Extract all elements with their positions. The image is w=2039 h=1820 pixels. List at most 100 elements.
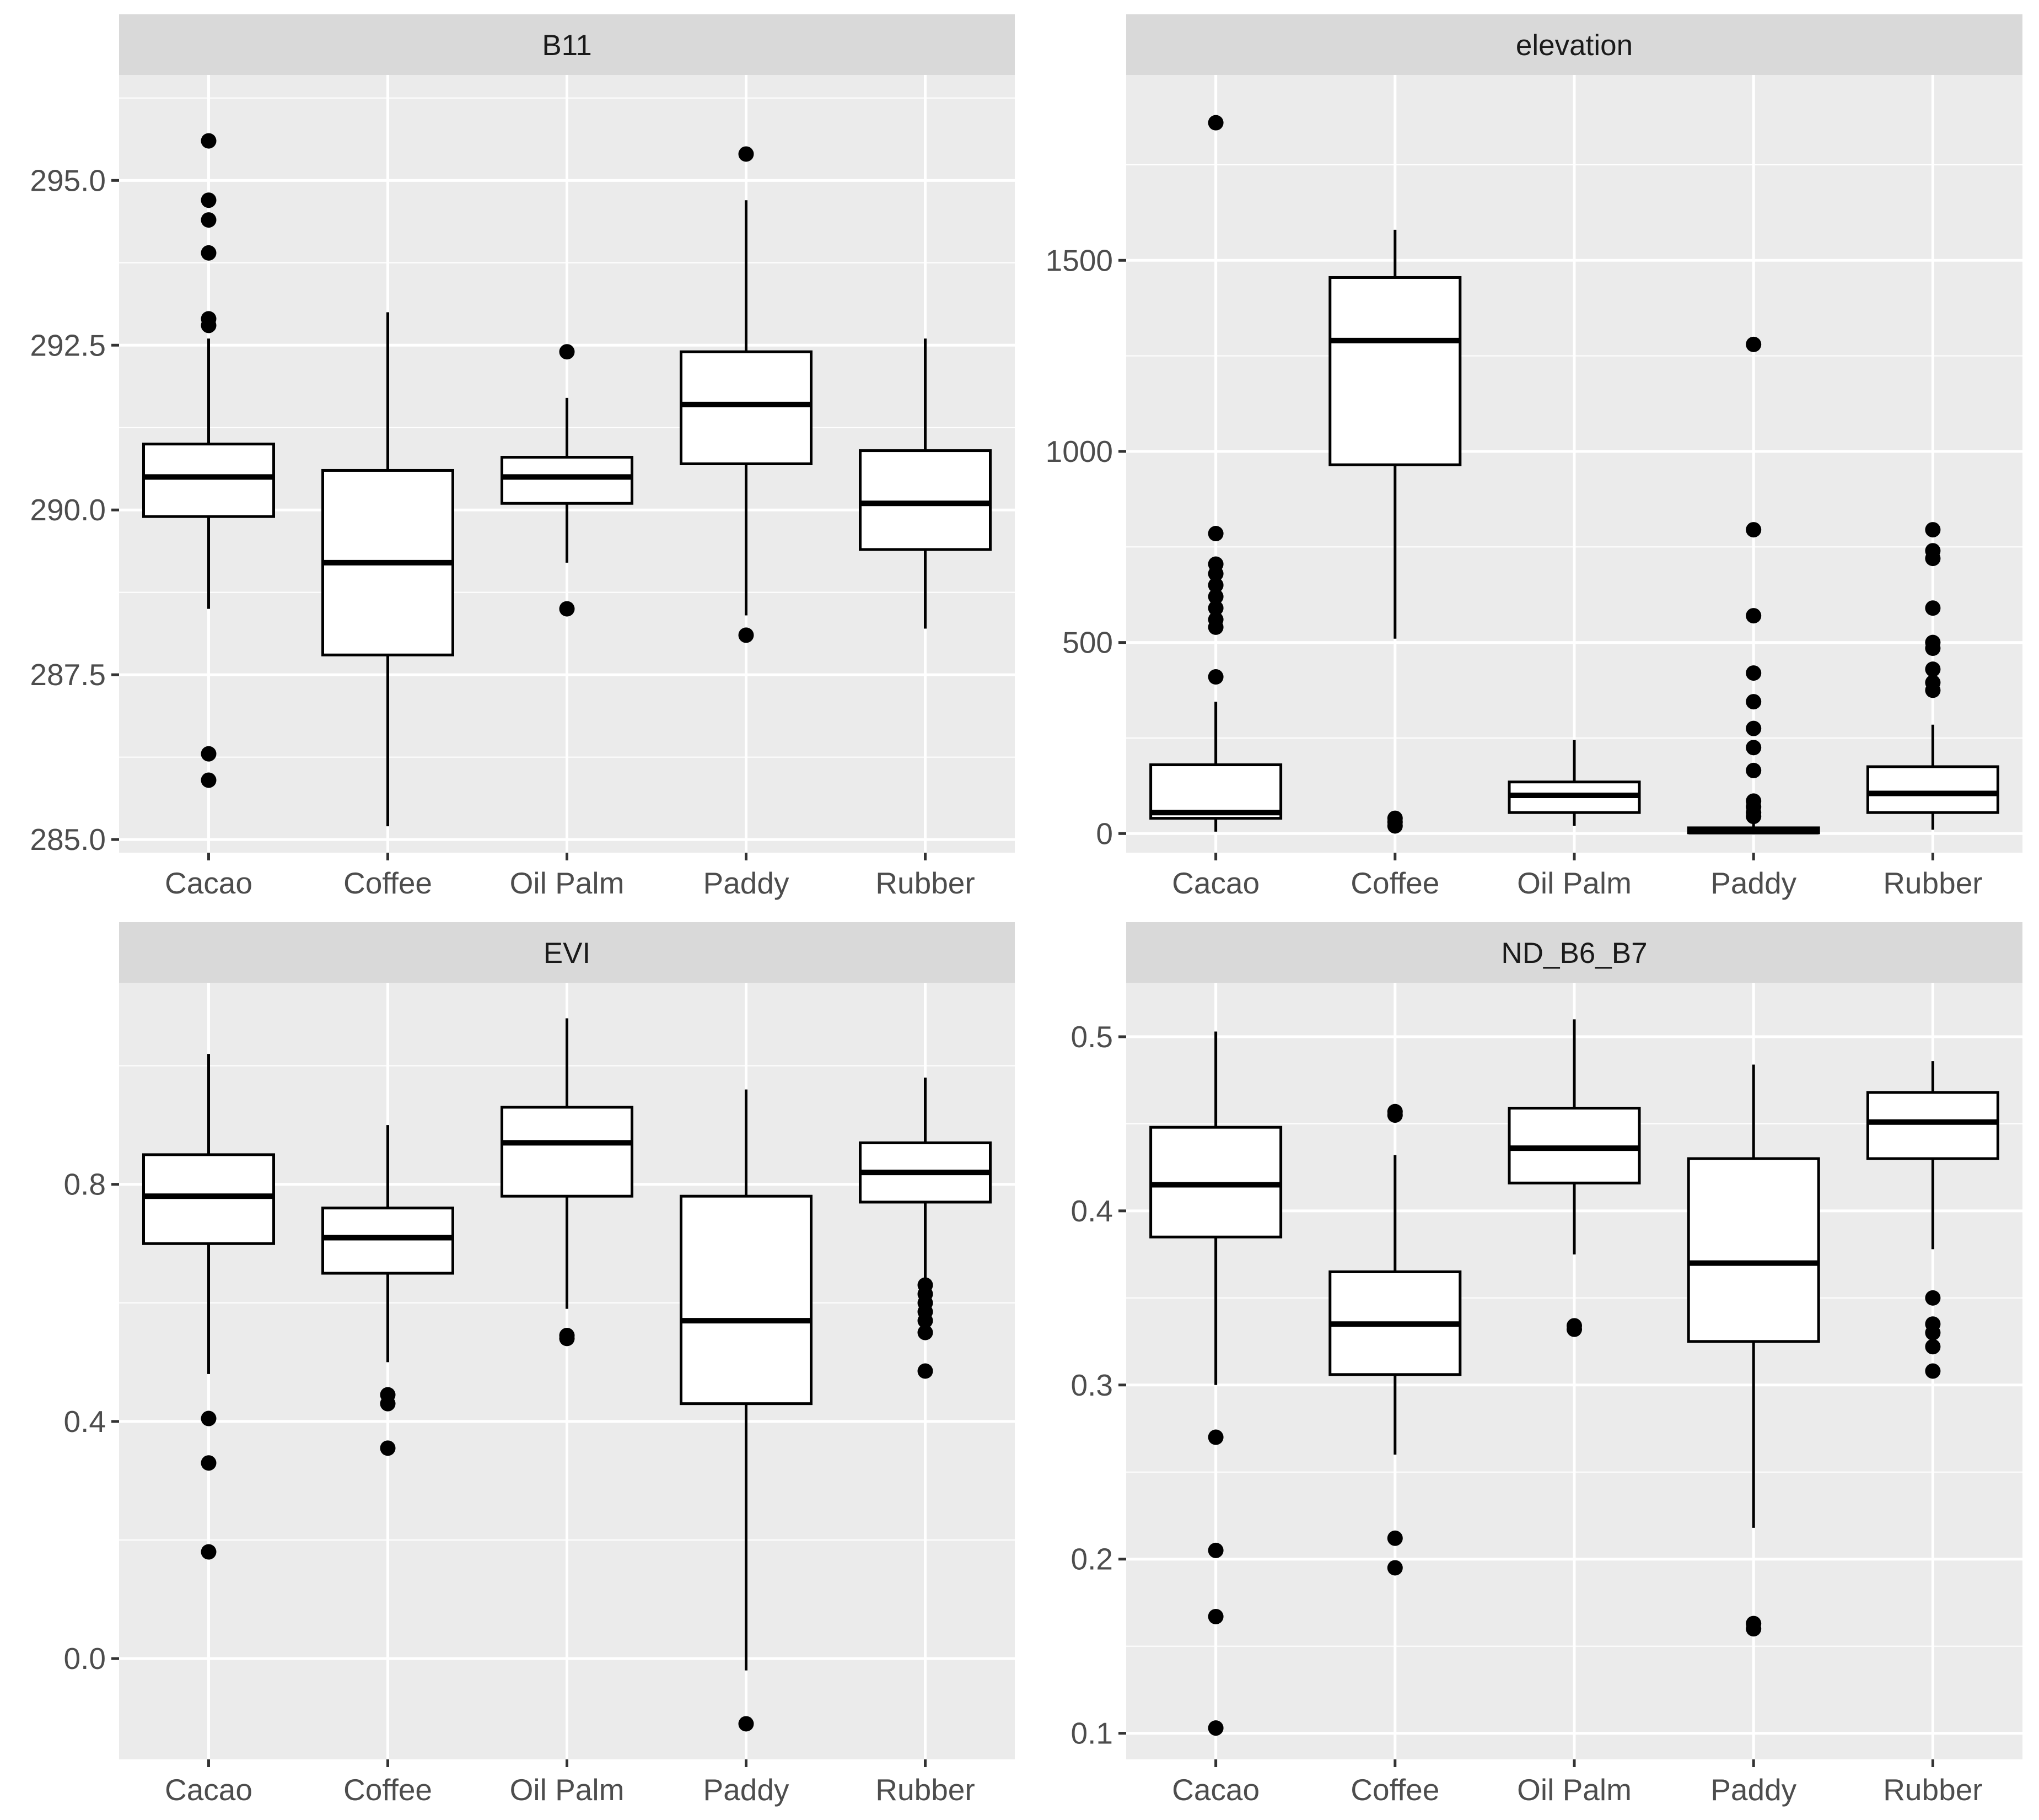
y-tick-label: 0.1: [1071, 1716, 1113, 1751]
outlier-point: [1925, 661, 1941, 677]
x-tick-label: Paddy: [1710, 866, 1796, 900]
outlier-point: [738, 146, 754, 162]
outlier-point: [201, 1455, 217, 1471]
box-rubber: [1866, 522, 1999, 830]
iqr-box: [1866, 1091, 1999, 1160]
outlier-point: [1925, 522, 1941, 538]
outlier-point: [1387, 818, 1403, 834]
outlier-point: [1208, 115, 1224, 131]
outlier-point: [1746, 694, 1762, 710]
outlier-point: [1208, 566, 1224, 581]
outlier-point: [1208, 1608, 1224, 1624]
box-coffee: [321, 1125, 454, 1456]
outlier-point: [201, 1544, 217, 1560]
box-paddy: [1687, 1064, 1820, 1637]
x-tick-label: Oil Palm: [510, 866, 625, 900]
outlier-point: [380, 1440, 396, 1456]
outlier-point: [1208, 577, 1224, 593]
iqr-box: [859, 449, 992, 551]
outlier-point: [559, 601, 575, 617]
outlier-point: [1925, 1339, 1941, 1355]
facet-title: B11: [542, 29, 591, 62]
box-oil-palm: [1508, 740, 1641, 826]
box-paddy: [1687, 336, 1820, 834]
box-oil-palm: [501, 1018, 633, 1347]
outlier-point: [917, 1363, 933, 1379]
x-tick-label: Cacao: [165, 1773, 252, 1807]
facet-strip: [1126, 14, 2022, 75]
y-tick-label: 0.0: [64, 1641, 106, 1676]
outlier-point: [1208, 1429, 1224, 1445]
box-cacao: [142, 1054, 275, 1560]
y-tick-label: 290.0: [30, 493, 106, 527]
outlier-point: [917, 1313, 933, 1329]
outlier-point: [1925, 600, 1941, 616]
outlier-point: [559, 1331, 575, 1347]
iqr-box: [142, 1153, 275, 1245]
outlier-point: [1208, 1542, 1224, 1558]
outlier-point: [1746, 336, 1762, 352]
box-coffee: [1328, 1103, 1462, 1576]
outlier-point: [1746, 665, 1762, 681]
outlier-point: [201, 317, 217, 333]
x-tick-label: Rubber: [875, 1773, 975, 1807]
facet-title: EVI: [544, 937, 590, 970]
box-cacao: [1149, 115, 1283, 832]
x-tick-label: Oil Palm: [1517, 866, 1632, 900]
y-tick-label: 0.8: [64, 1167, 106, 1202]
panel-elevation: elevation 0 500 1000 1500 Cacao Coffee Oil Palm…: [1046, 14, 2022, 900]
x-tick-label: Oil Palm: [510, 1773, 625, 1807]
box-rubber: [859, 338, 992, 629]
x-tick-label: Paddy: [703, 1773, 789, 1807]
outlier-point: [1208, 600, 1224, 616]
x-tick-label: Oil Palm: [1517, 1773, 1632, 1807]
y-tick-label: 0.4: [1071, 1194, 1113, 1228]
iqr-box: [501, 1106, 633, 1198]
outlier-point: [917, 1324, 933, 1340]
outlier-point: [1208, 619, 1224, 635]
box-cacao: [1149, 1031, 1283, 1736]
outlier-point: [380, 1396, 396, 1412]
outlier-point: [201, 1410, 217, 1426]
outlier-point: [201, 192, 217, 208]
y-tick-label: 1000: [1046, 434, 1113, 469]
panel-b11: B11 285.0 287.5 290.0 292.5 295.0 Cacao Coffee O…: [30, 14, 1015, 900]
outlier-point: [738, 1716, 754, 1732]
facet-title: ND_B6_B7: [1501, 937, 1647, 970]
outlier-point: [1387, 1530, 1403, 1546]
box-rubber: [1866, 1061, 1999, 1379]
box-rubber: [859, 1078, 992, 1379]
outlier-point: [1208, 1720, 1224, 1736]
x-tick-label: Paddy: [1710, 1773, 1796, 1807]
facet-strip: [1126, 922, 2022, 983]
iqr-box: [142, 443, 275, 518]
x-tick-label: Coffee: [343, 1773, 432, 1807]
y-tick-label: 1500: [1046, 243, 1113, 277]
box-paddy: [680, 1089, 813, 1732]
outlier-point: [1925, 1363, 1941, 1379]
outlier-point: [1925, 551, 1941, 567]
x-tick-label: Coffee: [343, 866, 432, 900]
iqr-box: [321, 1207, 454, 1275]
iqr-box: [1328, 276, 1462, 466]
outlier-point: [1746, 809, 1762, 825]
outlier-point: [201, 245, 217, 261]
y-tick-label: 0: [1096, 816, 1113, 850]
x-tick-label: Cacao: [1172, 866, 1260, 900]
outlier-point: [1387, 1107, 1403, 1123]
outlier-point: [1746, 762, 1762, 778]
box-coffee: [321, 312, 454, 827]
outlier-point: [1925, 1290, 1941, 1306]
iqr-box: [1866, 765, 1999, 814]
outlier-point: [201, 212, 217, 228]
panel-evi: EVI 0.0 0.4 0.8 Cacao Coffee Oil Palm Paddy Rubb…: [64, 922, 1015, 1807]
outlier-point: [201, 746, 217, 762]
iqr-box: [680, 1194, 813, 1406]
iqr-box: [501, 456, 633, 505]
box-oil-palm: [1508, 1019, 1641, 1337]
facet-strip: [119, 14, 1015, 75]
outlier-point: [1208, 526, 1224, 542]
x-tick-label: Cacao: [165, 866, 252, 900]
outlier-point: [1567, 1321, 1582, 1337]
